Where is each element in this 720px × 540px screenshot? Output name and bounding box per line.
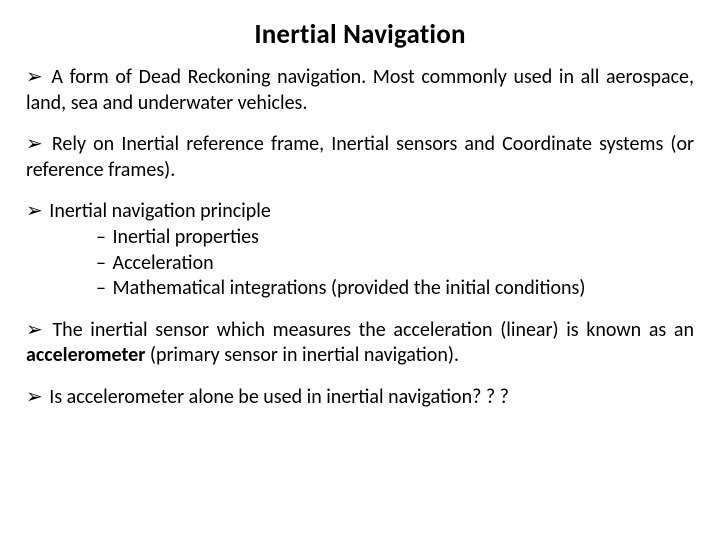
- bullet-2: ➢ Rely on Inertial reference frame, Iner…: [26, 132, 694, 183]
- sub-bullet-3: – Mathematical integrations (provided th…: [26, 276, 694, 302]
- sub-3-text: Mathematical integrations (provided the …: [113, 276, 586, 300]
- bullet-arrow-icon: ➢: [26, 66, 43, 88]
- sub-1-text: Inertial properties: [113, 225, 259, 249]
- dash-icon: –: [96, 225, 106, 249]
- bullet-4: ➢ The inertial sensor which measures the…: [26, 318, 694, 369]
- bullet-3-text: Inertial navigation principle: [49, 199, 271, 223]
- bullet-2-text: Rely on Inertial reference frame, Inerti…: [26, 132, 694, 182]
- dash-icon: –: [96, 276, 106, 300]
- bullet-arrow-icon: ➢: [26, 200, 43, 222]
- sub-2-text: Acceleration: [113, 251, 214, 275]
- bullet-arrow-icon: ➢: [26, 386, 43, 408]
- bullet-5: ➢ Is accelerometer alone be used in iner…: [26, 385, 694, 411]
- sub-bullet-1: – Inertial properties: [26, 225, 694, 251]
- slide: Inertial Navigation ➢ A form of Dead Rec…: [0, 0, 720, 540]
- bullet-3: ➢ Inertial navigation principle – Inerti…: [26, 199, 694, 301]
- bullet-1: ➢ A form of Dead Reckoning navigation. M…: [26, 65, 694, 116]
- slide-title: Inertial Navigation: [26, 18, 694, 51]
- bullet-5-text: Is accelerometer alone be used in inerti…: [49, 385, 509, 409]
- dash-icon: –: [96, 251, 106, 275]
- bullet-arrow-icon: ➢: [26, 133, 43, 155]
- bullet-1-text: A form of Dead Reckoning navigation. Mos…: [26, 65, 694, 115]
- bullet-4-post: (primary sensor in inertial navigation).: [145, 343, 459, 367]
- bullet-4-pre: The inertial sensor which measures the a…: [52, 318, 694, 342]
- bullet-arrow-icon: ➢: [26, 319, 43, 341]
- sub-bullet-2: – Acceleration: [26, 251, 694, 277]
- bullet-4-bold: accelerometer: [26, 343, 145, 367]
